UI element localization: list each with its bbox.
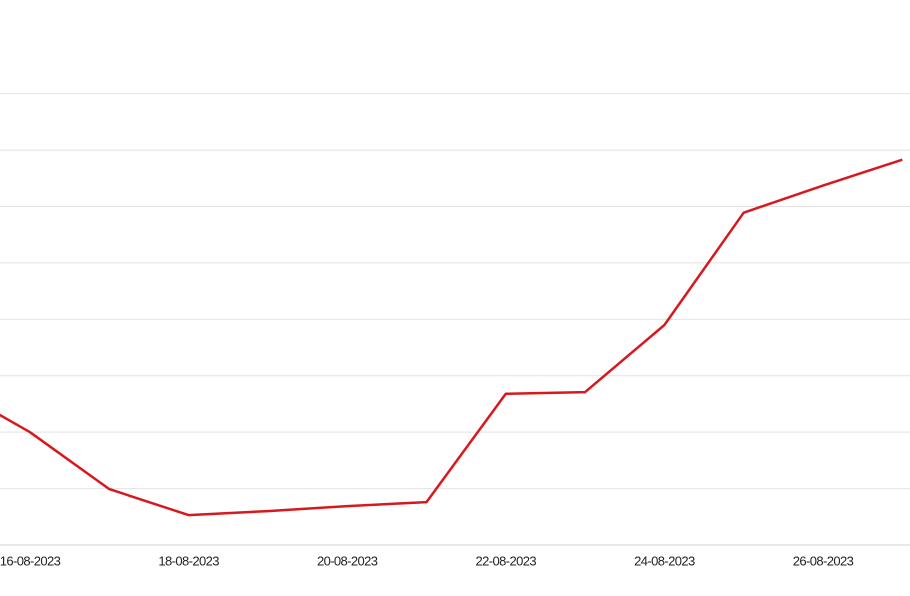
x-tick-label: 20-08-2023 <box>317 553 378 568</box>
x-tick-label: 16-08-2023 <box>0 553 61 568</box>
x-tick-label: 22-08-2023 <box>476 553 537 568</box>
x-tick-label: 24-08-2023 <box>634 553 695 568</box>
data-line <box>0 158 903 517</box>
x-tick-label: 26-08-2023 <box>793 553 854 568</box>
x-tick-label: 18-08-2023 <box>158 553 219 568</box>
